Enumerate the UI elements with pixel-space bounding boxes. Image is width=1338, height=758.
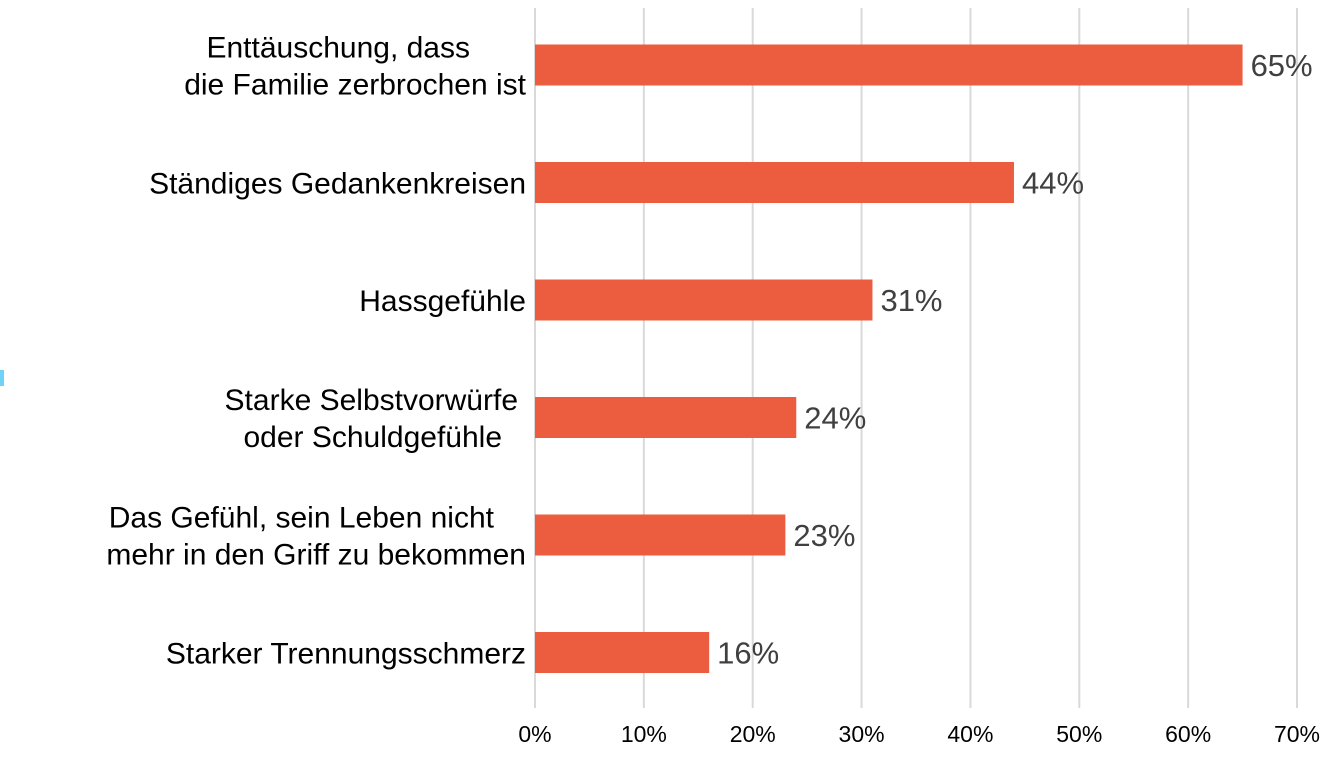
category-label: Das Gefühl, sein Leben nicht (109, 502, 495, 535)
category-label: Starker Trennungsschmerz (166, 638, 526, 671)
bar (535, 514, 786, 556)
value-label: 31% (880, 283, 942, 318)
value-label: 65% (1251, 48, 1313, 83)
category-label: mehr in den Griff zu bekommen (106, 539, 526, 572)
category-label: Enttäuschung, dass (206, 32, 470, 65)
x-tick-label: 60% (1165, 721, 1211, 747)
x-tick-label: 70% (1274, 721, 1320, 747)
x-tick-label: 50% (1056, 721, 1102, 747)
x-tick-label: 30% (839, 721, 885, 747)
x-tick-label: 10% (621, 721, 667, 747)
x-tick-label: 20% (730, 721, 776, 747)
x-tick-label: 40% (947, 721, 993, 747)
category-label: Hassgefühle (359, 285, 526, 318)
bar (535, 632, 710, 673)
bar (535, 44, 1243, 86)
x-tick-label: 0% (518, 721, 551, 747)
value-label: 23% (793, 518, 855, 553)
category-label: die Familie zerbrochen ist (184, 69, 526, 102)
category-label: Starke Selbstvorwürfe (225, 384, 518, 417)
value-label: 24% (804, 401, 866, 436)
bar (535, 397, 797, 438)
bar (535, 162, 1014, 203)
value-label: 44% (1022, 166, 1084, 201)
category-label: oder Schuldgefühle (243, 421, 502, 454)
category-label: Ständiges Gedankenkreisen (149, 168, 526, 201)
bar (535, 279, 873, 321)
value-label: 16% (717, 636, 779, 671)
edge-marker (0, 370, 4, 386)
